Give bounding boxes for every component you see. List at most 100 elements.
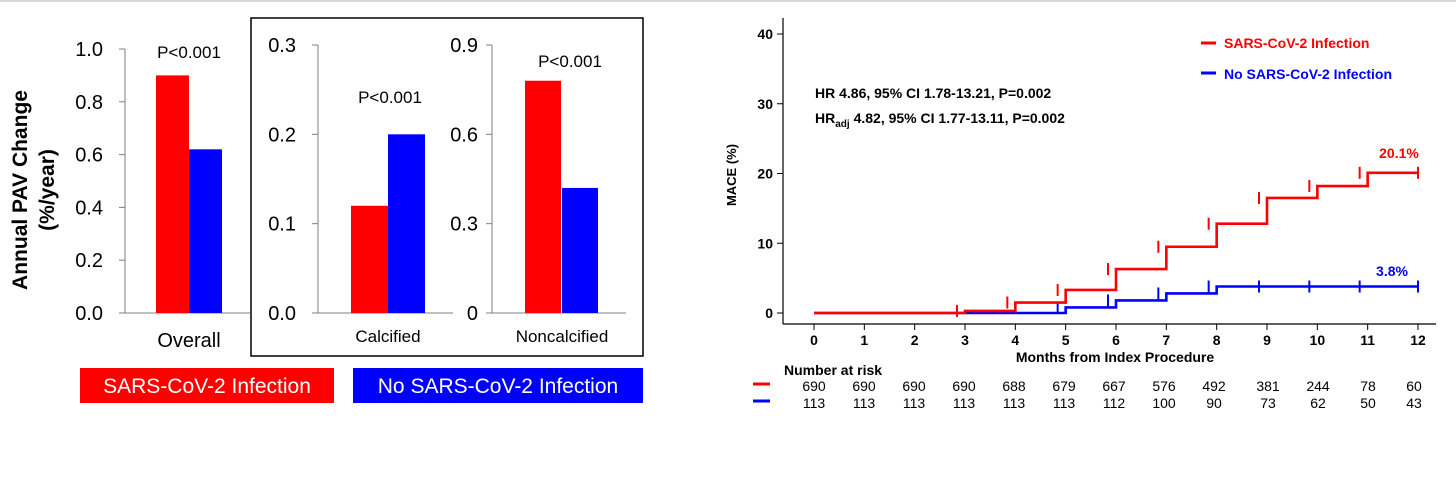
bar-x-category-label: Overall	[157, 330, 220, 352]
km-x-tick-label: 2	[911, 332, 919, 348]
hr-line-2-prefix: HR	[815, 110, 835, 126]
risk-value-sars: 576	[1152, 378, 1176, 394]
risk-value-sars: 690	[902, 378, 926, 394]
risk-table-title: Number at risk	[784, 362, 882, 378]
bar-no-sars	[189, 149, 222, 313]
bar-p-value: P<0.001	[157, 43, 221, 62]
km-end-label-sars: 20.1%	[1379, 145, 1419, 161]
bar-chart-overall: 0.0 0.2 0.4 0.6 0.8 1.0 P<0.001 Overall	[75, 39, 250, 352]
risk-value-no-sars: 113	[1053, 395, 1076, 411]
risk-value-sars: 690	[952, 378, 976, 394]
bar-y-tick-label: 0.1	[268, 214, 296, 236]
risk-value-no-sars: 113	[953, 395, 976, 411]
legend-box-no-sars	[353, 368, 643, 403]
hr-line-2: HRadj 4.82, 95% CI 1.77-13.11, P=0.002	[815, 110, 1065, 130]
km-x-tick-label: 11	[1360, 332, 1375, 348]
km-x-tick-label: 6	[1112, 332, 1120, 348]
risk-value-no-sars: 113	[853, 395, 876, 411]
km-x-tick-label: 4	[1011, 332, 1019, 348]
bar-y-tick-label: 0.3	[450, 214, 478, 236]
risk-value-sars: 60	[1406, 378, 1422, 394]
bar-charts-panel: Annual PAV Change (%/year) 0.00.20.40.60…	[9, 17, 644, 403]
subpanel-border	[250, 17, 644, 357]
risk-value-no-sars: 113	[1003, 395, 1026, 411]
risk-value-sars: 244	[1306, 378, 1330, 394]
km-x-tick-label: 8	[1213, 332, 1221, 348]
bar-y-tick-label: 0.8	[75, 92, 103, 114]
bar-chart-noncalcified: 0 0.3 0.6 0.9 P<0.001 Noncalcified	[450, 35, 626, 346]
risk-value-no-sars: 62	[1310, 395, 1326, 411]
bar-p-value: P<0.001	[538, 52, 602, 71]
km-x-tick-label: 1	[860, 332, 868, 348]
bar-y-tick-label: 1.0	[75, 39, 103, 61]
risk-table: 690 690 690 690 688 679 667 576 492 381 244 78 60 113…	[802, 378, 1422, 411]
bar-y-tick-label: 0.4	[75, 197, 103, 219]
km-x-tick-label: 0	[810, 332, 818, 348]
km-end-label-no-sars: 3.8%	[1376, 263, 1408, 279]
risk-value-no-sars: 90	[1206, 395, 1222, 411]
km-x-tick-label: 12	[1410, 332, 1426, 348]
legend-label-no-sars: No SARS-CoV-2 Infection	[378, 375, 618, 398]
risk-value-sars: 679	[1052, 378, 1076, 394]
bar-chart-calcified: 0.0 0.1 0.2 0.3 P<0.001 Calcified	[268, 35, 453, 346]
risk-value-sars: 381	[1256, 378, 1280, 394]
bar-y-tick-label: 0.2	[268, 124, 296, 146]
bar-x-category-label: Calcified	[355, 327, 420, 346]
km-curve-sars	[814, 171, 1418, 315]
km-y-axis-label: MACE (%)	[724, 144, 739, 206]
km-y-tick-label: 20	[757, 166, 773, 182]
risk-value-sars: 667	[1102, 378, 1126, 394]
bar-y-tick-label: 0.2	[75, 250, 103, 272]
km-y-tick-label: 30	[757, 96, 773, 112]
bar-y-tick-label: 0.6	[75, 145, 103, 167]
bar-p-value: P<0.001	[358, 88, 422, 107]
risk-value-sars: 492	[1202, 378, 1226, 394]
risk-value-sars: 688	[1002, 378, 1026, 394]
bar-no-sars	[562, 187, 598, 313]
km-y-tick-label: 40	[757, 26, 773, 42]
risk-value-no-sars: 113	[803, 395, 826, 411]
km-x-tick-label: 9	[1263, 332, 1271, 348]
bar-sars	[156, 75, 189, 314]
bar-no-sars	[388, 134, 425, 313]
bar-y-tick-label: 0.6	[450, 124, 478, 146]
risk-value-no-sars: 113	[903, 395, 926, 411]
km-legend-label-no-sars: No SARS-CoV-2 Infection	[1224, 66, 1392, 82]
hr-line-2-rest: 4.82, 95% CI 1.77-13.11, P=0.002	[850, 110, 1065, 126]
bar-y-tick-label: 0.0	[75, 303, 103, 325]
risk-value-no-sars: 112	[1103, 395, 1126, 411]
km-curve-no-sars	[814, 285, 1418, 315]
bar-sars	[525, 80, 561, 313]
km-legend-label-sars: SARS-CoV-2 Infection	[1224, 35, 1369, 51]
km-x-tick-label: 3	[961, 332, 969, 348]
km-x-axis-label: Months from Index Procedure	[1016, 349, 1215, 365]
risk-value-no-sars: 100	[1152, 395, 1176, 411]
bar-y-tick-label: 0.0	[268, 303, 296, 325]
hr-line-1: HR 4.86, 95% CI 1.78-13.21, P=0.002	[815, 85, 1051, 101]
km-curves	[814, 166, 1419, 317]
bar-sars	[351, 205, 388, 313]
risk-value-sars: 690	[852, 378, 876, 394]
bar-y-tick-label: 0.9	[450, 35, 478, 57]
bar-y-tick-label: 0.3	[268, 35, 296, 57]
bar-x-category-label: Noncalcified	[516, 327, 609, 346]
km-x-tick-label: 10	[1310, 332, 1326, 348]
risk-value-sars: 78	[1360, 378, 1376, 394]
km-y-tick-label: 0	[765, 305, 773, 321]
km-x-tick-label: 5	[1062, 332, 1070, 348]
hr-line-2-subscript: adj	[835, 119, 850, 130]
km-y-tick-label: 10	[757, 235, 773, 251]
risk-value-no-sars: 73	[1260, 395, 1276, 411]
bar-y-axis-label-line1: Annual PAV Change	[9, 90, 32, 290]
km-x-tick-label: 7	[1162, 332, 1170, 348]
legend-label-sars: SARS-CoV-2 Infection	[103, 375, 311, 398]
bar-y-axis-label-line2: (%/year)	[36, 149, 59, 231]
legend-box-sars	[80, 368, 334, 403]
bar-y-tick-label: 0	[467, 303, 478, 325]
risk-value-sars: 690	[802, 378, 826, 394]
risk-value-no-sars: 43	[1406, 395, 1422, 411]
risk-value-no-sars: 50	[1360, 395, 1376, 411]
